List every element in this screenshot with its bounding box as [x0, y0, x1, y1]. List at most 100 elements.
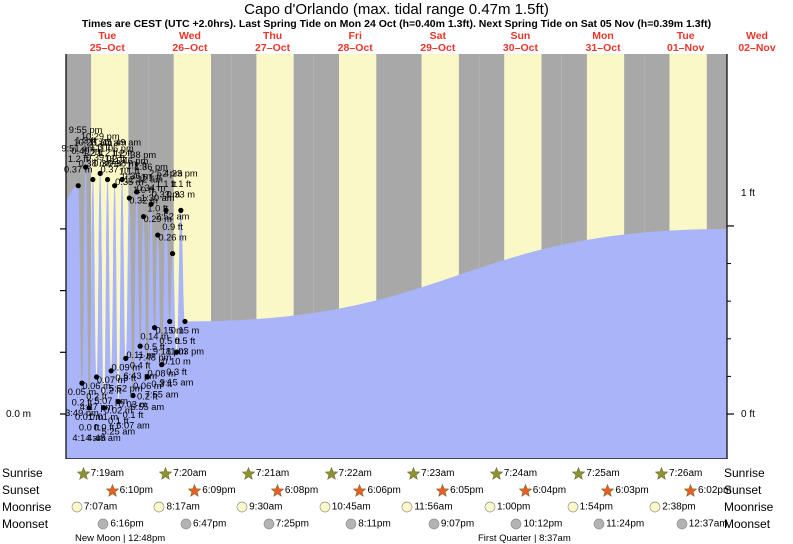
- tide-point: [137, 343, 143, 349]
- tide-label-line: 0.10 m: [162, 356, 191, 366]
- day-header-date: 01–Nov: [667, 42, 705, 54]
- row-label-sunrise-right: Sunrise: [724, 466, 765, 480]
- tide-label-line: 1.0 ft: [133, 185, 154, 195]
- moonrise-cell-2: 9:30am: [236, 501, 282, 513]
- tide-label-line: 0.2 ft: [86, 391, 107, 401]
- row-label-moonrise-left: Moonrise: [2, 500, 52, 514]
- sunset-cell-5: 6:04pm: [518, 484, 567, 497]
- tide-label-line: 0.37 m: [100, 165, 129, 175]
- tide-point: [119, 176, 125, 183]
- tide-label-line: 0.2 ft: [72, 398, 93, 408]
- tide-label-line: 0.1 ft: [108, 416, 129, 426]
- tide-label-line: 1.0 ft: [147, 204, 168, 214]
- moonrise-cell-1: 8:17am: [153, 501, 200, 513]
- moonrise-icon: [319, 501, 331, 513]
- sunset-cell-2: 6:08pm: [270, 484, 319, 497]
- tide-label-line: 5:25 am: [102, 427, 136, 437]
- tide-label-line: 0.38 m: [93, 159, 122, 169]
- day-header-dow: Wed: [746, 30, 768, 42]
- tide-curve-group: [66, 167, 727, 459]
- sunset-cell-time: 6:08pm: [284, 485, 319, 497]
- day-header-dow: Sun: [510, 30, 531, 42]
- sunrise-star-icon: [572, 467, 586, 480]
- moonrise-cell-time: 1:54pm: [579, 501, 613, 513]
- moonset-cell-0: 6:16pm: [97, 518, 144, 530]
- tide-label-line: 11:46 pm: [110, 156, 148, 166]
- day-header-1: Wed 26–Oct: [145, 30, 235, 54]
- tide-label-line: 4:48 am: [87, 433, 121, 443]
- day-header-5: Sun 30–Oct: [475, 30, 565, 54]
- tide-label-line: 0.35 m: [115, 177, 144, 187]
- sunrise-cell-time: 7:26am: [669, 468, 703, 480]
- sunset-star-icon: [518, 484, 532, 497]
- tide-point: [123, 355, 129, 362]
- tide-point: [75, 183, 81, 189]
- moonrise-icon: [402, 501, 413, 513]
- tide-point: [182, 318, 188, 325]
- tide-label-line: 0.14 m: [140, 332, 169, 342]
- tide-label-line: 1.2 ft: [112, 148, 133, 158]
- tide-point: [134, 189, 140, 195]
- tide-label-line: 9:18 pm: [153, 346, 187, 356]
- moonrise-cell-5: 1:00pm: [484, 501, 530, 513]
- tide-label-line: 12:38 pm: [117, 150, 156, 160]
- sunrise-cell-time: 7:20am: [173, 468, 207, 480]
- moonset-cell-time: 8:11pm: [358, 518, 391, 530]
- sunrise-cell-time: 7:23am: [421, 468, 455, 480]
- day-header-0: Tue 25–Oct: [62, 30, 152, 54]
- tide-labels: 9:51 am1.2 ft0.37 m0.05 m0.2 ft3:49 pm9:…: [61, 125, 204, 443]
- sunset-cell-time: 6:05pm: [450, 485, 484, 497]
- tide-label-line: 0.01 m: [75, 412, 104, 422]
- day-header-date: 30–Oct: [502, 42, 538, 54]
- moonset-cell-2: 7:25pm: [263, 518, 309, 530]
- day-header-date: 25–Oct: [89, 42, 125, 54]
- moonset-icon: [263, 518, 274, 530]
- sunrise-star-icon: [76, 467, 90, 480]
- tide-point: [163, 207, 169, 213]
- moonset-cell-5: 10:12pm: [510, 518, 562, 530]
- tide-label-line: 11:06 pm: [96, 144, 134, 154]
- tide-label-line: 0.11 m: [126, 350, 154, 360]
- tide-chart: 9:51 am 1.2 ft 0.37 m 0.05 m 0.2 ft 3:49 pm 9:…: [0, 54, 793, 459]
- sunrise-cell-time: 7:22am: [338, 468, 372, 480]
- moonset-cell-time: 6:47pm: [192, 518, 227, 530]
- moonset-cell-time: 6:16pm: [110, 518, 144, 530]
- moonrise-cell-6: 1:54pm: [567, 501, 613, 513]
- tide-label-line: 10:29 pm: [81, 131, 120, 141]
- sunset-star-icon: [353, 484, 367, 497]
- moonset-icon: [97, 518, 109, 530]
- tide-point: [86, 405, 92, 411]
- tide-point: [90, 176, 96, 183]
- axes: [60, 54, 734, 459]
- tide-label-line: 1.1 ft: [156, 179, 177, 189]
- tide-label-line: 0.15 m: [171, 325, 200, 335]
- day-header-date: 26–Oct: [172, 42, 208, 54]
- sunrise-cell-time: 7:19am: [90, 468, 125, 480]
- tide-label-line: 1.2 ft: [68, 154, 89, 164]
- tide-label-line: 0.03 m: [119, 399, 148, 409]
- tide-label-line: 0.0 ft: [79, 422, 100, 432]
- moonrise-cell-3: 10:45am: [319, 501, 371, 513]
- tide-label-line: 0.3 ft: [151, 379, 172, 389]
- moonrise-cell-time: 11:56am: [414, 501, 453, 513]
- tide-label-line: 9:55 pm: [69, 125, 103, 135]
- sunrise-star-icon: [159, 467, 173, 480]
- tide-label-line: 5:52 pm: [109, 383, 143, 393]
- row-label-moonset-left: Moonset: [2, 517, 49, 531]
- day-header-dow: Mon: [592, 30, 614, 42]
- tide-point: [108, 368, 114, 374]
- day-header-date: 29–Oct: [420, 42, 456, 54]
- sunset-cell-time: 6:04pm: [532, 485, 567, 497]
- tide-label-line: 0.2 ft: [137, 391, 158, 401]
- moonrise-cell-0: 7:07am: [71, 501, 117, 513]
- tide-label-line: 1.2 ft: [104, 154, 125, 164]
- tide-point: [173, 349, 180, 355]
- sunset-cell-0: 6:10pm: [105, 484, 153, 497]
- sunrise-cell-1: 7:20am: [159, 467, 207, 480]
- moonset-cell-4: 9:07pm: [428, 518, 474, 530]
- moonrise-icon: [567, 501, 578, 513]
- moonset-icon: [180, 518, 192, 530]
- tide-label-line: 9:15 am: [160, 377, 194, 387]
- tide-label-line: 0.06 m: [133, 381, 162, 391]
- sunrise-star-icon: [324, 467, 338, 480]
